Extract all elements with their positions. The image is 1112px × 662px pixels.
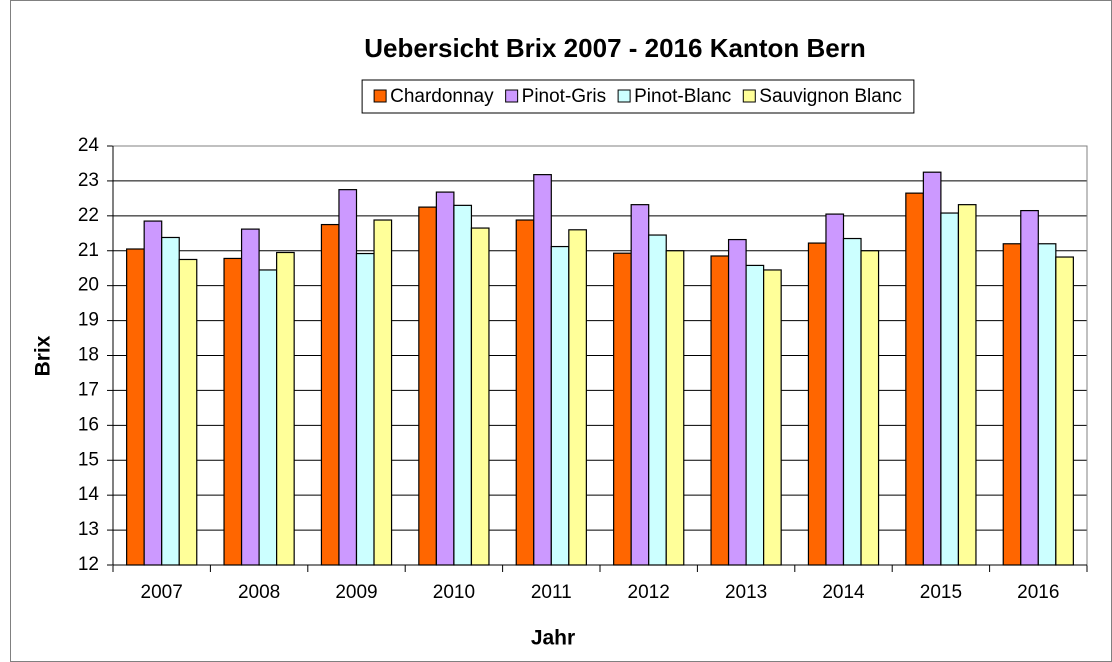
bar (435, 191, 455, 566)
x-tick-label: 2007 (141, 582, 183, 603)
bar (338, 189, 358, 566)
bar (470, 227, 490, 566)
y-tick-label: 15 (78, 449, 99, 470)
bar (1037, 243, 1057, 566)
x-tick-label: 2009 (335, 582, 377, 603)
y-tick-label: 24 (78, 135, 100, 156)
bar (842, 237, 862, 566)
bar (161, 236, 180, 566)
bar (745, 264, 765, 566)
bar (825, 213, 845, 566)
bar (613, 252, 632, 566)
bar (533, 174, 552, 566)
x-tick-label: 2012 (628, 582, 670, 603)
y-tick-label: 18 (78, 345, 99, 366)
bar (143, 220, 163, 566)
bar (320, 223, 340, 566)
y-axis-label: Brix (32, 335, 55, 376)
legend-swatch (505, 89, 519, 103)
bar (550, 245, 570, 566)
bar (648, 234, 667, 566)
legend-swatch (373, 89, 387, 103)
bar (922, 171, 942, 566)
x-tick-label: 2010 (433, 582, 475, 603)
legend-box (361, 79, 915, 114)
y-tick-label: 13 (78, 519, 99, 540)
bar (223, 257, 243, 566)
y-tick-label: 16 (78, 414, 99, 435)
bar (957, 204, 977, 566)
x-tick-label: 2016 (1017, 582, 1059, 603)
bar (630, 204, 650, 566)
bar (710, 255, 730, 566)
bar (940, 212, 960, 566)
legend-label: Chardonnay (390, 86, 494, 107)
y-tick-label: 23 (78, 170, 99, 191)
y-tick-label: 14 (78, 484, 100, 505)
x-tick-label: 2013 (725, 582, 767, 603)
y-tick-label: 19 (78, 310, 99, 331)
legend-label: Pinot-Blanc (634, 86, 731, 107)
legend-swatch (617, 89, 631, 103)
y-tick-label: 12 (78, 554, 99, 575)
bar (763, 269, 782, 566)
legend-label: Pinot-Gris (522, 86, 606, 107)
y-tick-label: 21 (78, 240, 99, 261)
x-tick-label: 2011 (531, 582, 572, 603)
legend-swatch (742, 89, 756, 103)
bar (1055, 256, 1074, 566)
bar (905, 192, 924, 566)
bar (276, 251, 295, 566)
chart-title: Uebersicht Brix 2007 - 2016 Kanton Bern (364, 33, 865, 63)
x-axis-label: Jahr (531, 627, 575, 650)
bar (373, 219, 393, 566)
x-tick-label: 2015 (920, 582, 962, 603)
x-tick-label: 2008 (238, 582, 280, 603)
bar (126, 248, 145, 566)
bar (240, 228, 260, 566)
y-tick-label: 20 (78, 275, 99, 296)
bar (727, 238, 747, 566)
bar (515, 219, 535, 566)
bar (568, 229, 587, 566)
bar (807, 242, 827, 566)
bar (418, 206, 437, 566)
bar (258, 269, 278, 566)
bar (1020, 209, 1039, 566)
y-tick-label: 17 (78, 379, 99, 400)
bar (1002, 243, 1022, 566)
y-tick-label: 22 (78, 205, 99, 226)
bar (453, 204, 473, 566)
bar (860, 250, 880, 566)
bar (178, 258, 198, 566)
bar (355, 252, 375, 566)
bar (665, 250, 685, 566)
x-tick-label: 2014 (822, 582, 865, 603)
legend-label: Sauvignon Blanc (759, 86, 902, 107)
